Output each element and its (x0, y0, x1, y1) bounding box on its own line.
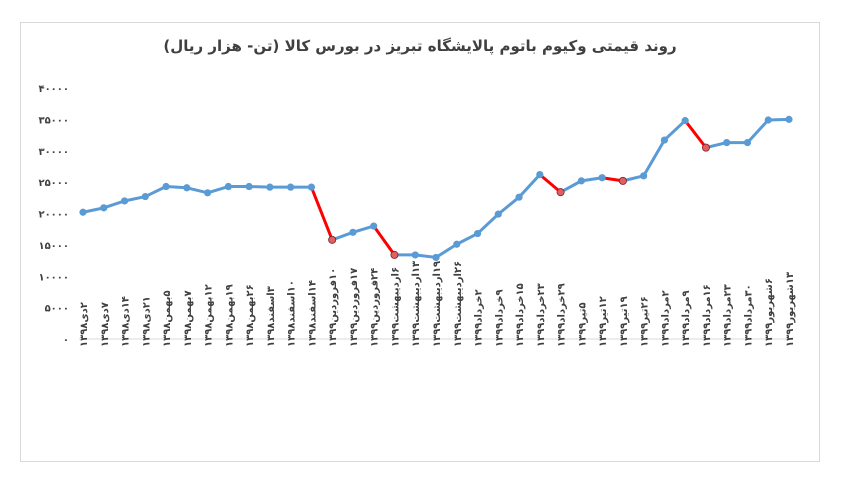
drop-segment (372, 224, 396, 257)
line-segment (745, 118, 770, 145)
x-tick-label: ۱۵خرداد۱۳۹۹ (515, 283, 526, 347)
y-tick-label: ۱۵۰۰۰ (38, 241, 69, 252)
data-point (681, 117, 689, 125)
x-tick-label: ۶شهریور۱۳۹۹ (764, 278, 775, 347)
y-tick-label: ۳۵۰۰۰ (38, 115, 69, 126)
x-tick-label: ۲۶بهمن۱۳۹۸ (245, 284, 256, 347)
data-point (390, 250, 399, 259)
data-point (370, 222, 378, 230)
data-point (660, 136, 669, 144)
data-point (701, 143, 710, 152)
y-tick-label: ۵۰۰۰ (45, 304, 69, 315)
x-tick-label: ۱۴اسفند۱۳۹۸ (307, 280, 318, 347)
y-tick-label: ۳۰۰۰۰ (38, 147, 69, 158)
x-tick-label: ۱۳شهریور۱۳۹۹ (785, 272, 796, 347)
chart-title: روند قیمتی وکیوم باتوم پالایشگاه تبریز د… (163, 37, 677, 55)
x-tick-label: ۵تیر۱۳۹۹ (577, 302, 588, 347)
x-tick-label: ۶اردیبهشت۱۳۹۹ (390, 267, 401, 347)
data-point (785, 115, 793, 123)
y-tick-label: ۲۰۰۰۰ (38, 210, 69, 221)
x-tick-label: ۲۴فروردین۱۳۹۹ (370, 268, 381, 347)
data-point (453, 240, 461, 248)
line-segment (434, 242, 459, 259)
x-tick-label: ۱۹تیر۱۳۹۹ (619, 296, 630, 347)
line-segment (642, 138, 666, 178)
data-point (245, 182, 253, 191)
data-point (577, 177, 585, 185)
line-segment (102, 199, 127, 210)
data-point (287, 183, 295, 191)
data-point (183, 184, 191, 192)
data-point (162, 182, 170, 191)
x-tick-label: ۱۰فروردین۱۳۹۹ (328, 268, 339, 347)
x-tick-label: ۹خرداد۱۳۹۹ (494, 289, 505, 347)
data-point (764, 116, 772, 124)
x-tick-label: ۱۲بهمن۱۳۹۸ (204, 284, 215, 347)
line-segment (351, 224, 376, 234)
x-tick-label: ۱۳اردیبهشت۱۳۹۹ (411, 261, 422, 347)
data-point (266, 183, 274, 191)
data-point (203, 189, 212, 197)
x-tick-label: ۷بهمن۱۳۹۸ (183, 290, 194, 347)
drop-segment (683, 119, 708, 150)
x-tick-label: ۲خرداد۱۳۹۹ (474, 289, 485, 347)
x-tick-label: ۱۴دی۱۳۹۸ (121, 296, 132, 347)
data-point (743, 138, 752, 147)
data-point (349, 228, 357, 236)
x-tick-label: ۳۰مرداد۱۳۹۹ (743, 284, 754, 347)
data-point (224, 182, 232, 191)
y-tick-label: ۱۰۰۰۰ (38, 272, 69, 283)
drop-segment (538, 173, 563, 194)
data-point (141, 192, 149, 201)
x-tick-label: ۲۳خرداد۱۳۹۹ (536, 283, 547, 347)
x-tick-label: ۱۹بهمن۱۳۹۸ (224, 284, 235, 347)
line-segment (143, 185, 168, 199)
data-point (536, 170, 544, 179)
line-chart: ۰ ۵۰۰۰ ۱۰۰۰۰ ۱۵۰۰۰ ۲۰۰۰۰ ۲۵۰۰۰ ۳۰۰۰۰ ۳۵۰۰۰ ۴۰۰۰۰… (38, 84, 796, 347)
x-tick-label: ۲۱دی۱۳۹۸ (141, 296, 152, 347)
data-point (473, 229, 482, 238)
x-tick-label: ۹مرداد۱۳۹۹ (681, 290, 692, 347)
y-tick-label: ۲۵۰۰۰ (38, 178, 69, 189)
line-segment (455, 232, 480, 246)
data-point (515, 193, 523, 201)
x-tick-label: ۱۰اسفند۱۳۹۸ (287, 280, 298, 347)
x-tick-label: ۱۹اردیبهشت۱۳۹۹ (432, 261, 443, 347)
x-tick-label: ۲۶اردیبهشت۱۳۹۹ (453, 261, 464, 347)
data-point (120, 197, 129, 205)
data-point (494, 210, 502, 218)
line-segment (517, 173, 542, 199)
data-point (328, 235, 337, 244)
drop-segment (309, 185, 334, 242)
x-tick-label: ۲۹خرداد۱۳۹۹ (557, 283, 568, 347)
line-segment (206, 185, 230, 195)
x-tick-label: ۲مرداد۱۳۹۹ (660, 290, 671, 347)
line-segment (476, 212, 500, 236)
data-point (307, 183, 316, 191)
data-point (432, 253, 440, 262)
x-tick-label: ۷دی۱۳۹۸ (100, 302, 111, 347)
line-segment (662, 119, 687, 142)
data-point (618, 176, 627, 185)
line-segment (496, 195, 521, 216)
x-tick-label: ۲۳مرداد۱۳۹۹ (723, 284, 734, 347)
data-point (640, 172, 648, 180)
data-point (100, 204, 108, 212)
x-tick-label: ۱۷فروردین۱۳۹۹ (349, 268, 360, 347)
chart-frame: روند قیمتی وکیوم باتوم پالایشگاه تبریز د… (20, 22, 820, 462)
y-tick-label: ۴۰۰۰۰ (38, 84, 69, 95)
x-tick-label: ۵بهمن۱۳۹۸ (162, 290, 173, 347)
x-tick-label: ۲۶تیر۱۳۹۹ (640, 296, 651, 347)
x-tick-label: ۱۲تیر۱۳۹۹ (598, 296, 609, 347)
x-tick-label: ۲دی۱۳۹۸ (79, 302, 90, 347)
data-point (556, 188, 565, 197)
data-point (598, 174, 606, 182)
data-point (79, 208, 87, 216)
data-point (723, 138, 731, 147)
x-tick-label: ۳اسفند۱۳۹۸ (266, 286, 277, 347)
y-tick-label: ۰ (63, 335, 69, 346)
x-tick-label: ۱۶مرداد۱۳۹۹ (702, 284, 713, 347)
data-point (411, 251, 419, 259)
